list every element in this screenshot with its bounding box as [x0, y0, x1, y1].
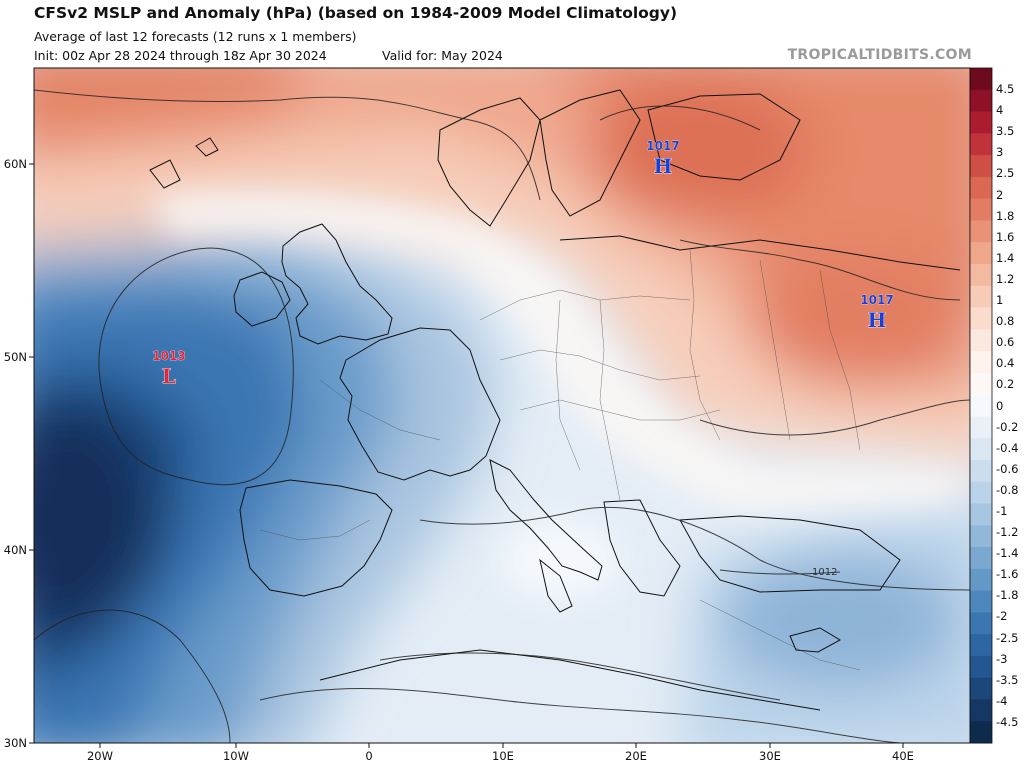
colorbar-label: 1.8: [996, 208, 1015, 223]
colorbar-frame: [969, 67, 993, 744]
colorbar-label: -3: [996, 651, 1008, 666]
init-time: Init: 00z Apr 28 2024 through 18z Apr 30…: [34, 48, 327, 63]
colorbar: [969, 67, 993, 744]
pressure-center-value: 1017: [646, 139, 679, 153]
colorbar-swatch: [970, 351, 992, 374]
colorbar-swatch: [970, 721, 992, 744]
valid-time: Valid for: May 2024: [382, 48, 503, 63]
colorbar-label: -1.6: [996, 567, 1019, 582]
colorbar-label: 3: [996, 145, 1004, 160]
colorbar-swatch: [970, 655, 992, 679]
colorbar-swatch: [970, 155, 992, 178]
colorbar-swatch: [970, 176, 992, 200]
colorbar-label: -4: [996, 693, 1008, 708]
colorbar-label: 1.2: [996, 271, 1015, 286]
colorbar-swatch: [970, 677, 992, 700]
colorbar-swatch: [970, 612, 992, 635]
colorbar-swatch: [970, 220, 992, 243]
colorbar-swatch: [970, 263, 992, 287]
pressure-center-value: 1017: [860, 293, 893, 307]
colorbar-swatch: [970, 568, 992, 592]
colorbar-swatch: [970, 329, 992, 352]
isobars: [34, 89, 970, 743]
isobar-label: 1012: [812, 567, 837, 578]
colorbar-label: 0.8: [996, 314, 1015, 329]
colorbar-swatch: [970, 285, 992, 309]
colorbar-label: -0.4: [996, 440, 1019, 455]
colorbar-label: -2: [996, 609, 1008, 624]
colorbar-swatch: [970, 699, 992, 722]
colorbar-label: 0.6: [996, 335, 1015, 350]
colorbar-label: 0: [996, 398, 1004, 413]
colorbar-swatch: [970, 111, 992, 134]
colorbar-label: 1.4: [996, 250, 1015, 265]
colorbar-label: 0.4: [996, 356, 1015, 371]
colorbar-label: -0.2: [996, 419, 1019, 434]
colorbar-swatch: [970, 242, 992, 265]
pressure-center-letter: H: [868, 308, 887, 332]
lat-ticks: 60N 50N 40N 30N: [4, 157, 34, 750]
colorbar-label: 1.6: [996, 229, 1015, 244]
colorbar-label: 2.5: [996, 166, 1015, 181]
colorbar-swatch: [970, 525, 992, 548]
colorbar-swatch: [970, 394, 992, 417]
colorbar-label: -0.6: [996, 461, 1019, 476]
colorbar-label: 1: [996, 293, 1004, 308]
chart-subtitle: Average of last 12 forecasts (12 runs x …: [34, 29, 357, 44]
colorbar-swatch: [970, 68, 992, 91]
colorbar-label: 3.5: [996, 124, 1015, 139]
colorbar-swatch: [970, 89, 992, 113]
lon-tick-label: 20E: [625, 749, 647, 763]
lat-tick-label: 50N: [4, 350, 27, 364]
colorbar-swatch: [970, 307, 992, 330]
colorbar-label: -4.5: [996, 714, 1019, 729]
colorbar-label: -1.4: [996, 546, 1019, 561]
colorbar-swatch: [970, 503, 992, 526]
colorbar-label: -1: [996, 503, 1008, 518]
colorbar-label: -1.2: [996, 525, 1019, 540]
anomaly-shading: [34, 68, 970, 743]
colorbar-swatch: [970, 198, 992, 221]
colorbar-swatch: [970, 481, 992, 504]
colorbar-label: -2.5: [996, 630, 1019, 645]
lat-tick-label: 40N: [4, 543, 27, 557]
colorbar-swatch: [970, 416, 992, 439]
colorbar-label: 4.5: [996, 82, 1015, 97]
colorbar-swatch: [970, 634, 992, 657]
lon-tick-label: 20W: [87, 749, 113, 763]
colorbar-label: 0.2: [996, 377, 1015, 392]
colorbar-swatch: [970, 438, 992, 461]
lon-tick-label: 10W: [223, 749, 249, 763]
lon-tick-label: 30E: [759, 749, 781, 763]
pressure-center-value: 1013: [152, 349, 185, 363]
colorbar-label: -1.8: [996, 588, 1019, 603]
lon-ticks: 20W 10W 0 10E 20E 30E 40E: [87, 743, 914, 763]
colorbar-swatch: [970, 459, 992, 483]
anomaly-highlights: [150, 192, 960, 600]
lat-tick-label: 60N: [4, 157, 27, 171]
colorbar-label: -0.8: [996, 482, 1019, 497]
colorbar-label: 2: [996, 187, 1004, 202]
lon-tick-label: 40E: [892, 749, 914, 763]
lon-tick-label: 10E: [492, 749, 514, 763]
colorbar-swatch: [970, 372, 992, 396]
brand-watermark[interactable]: TROPICALTIDBITS.COM: [787, 47, 972, 63]
pressure-center-letter: H: [654, 154, 673, 178]
pressure-center-letter: L: [162, 364, 176, 388]
colorbar-label: -3.5: [996, 672, 1019, 687]
colorbar-swatch: [970, 133, 992, 156]
colorbar-label: 4: [996, 103, 1004, 118]
colorbar-swatch: [970, 590, 992, 613]
country-borders: [259, 249, 861, 671]
chart-title: CFSv2 MSLP and Anomaly (hPa) (based on 1…: [34, 4, 678, 22]
map-field: 1012: [34, 68, 970, 743]
lat-tick-label: 30N: [4, 736, 27, 750]
colorbar-swatch: [970, 547, 992, 570]
coastlines: [149, 89, 961, 711]
lon-tick-label: 0: [365, 749, 372, 763]
